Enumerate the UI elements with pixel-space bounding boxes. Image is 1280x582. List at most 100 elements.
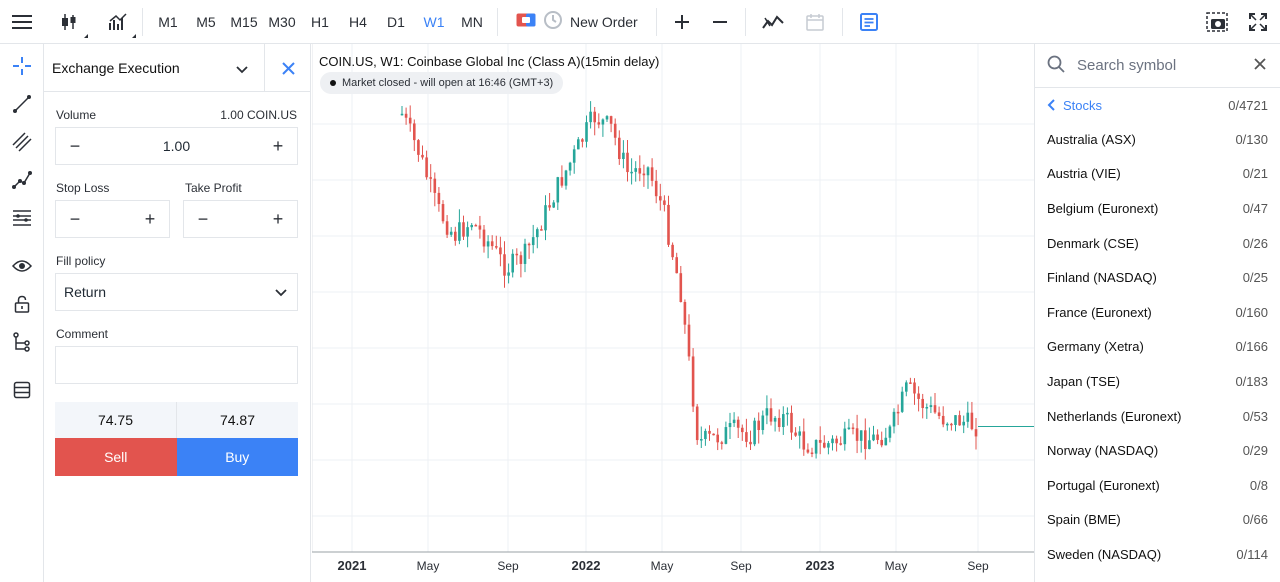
timeframe-selector: M1 M5 M15 M30 H1 H4 D1 W1 MN xyxy=(149,0,491,44)
candle-body xyxy=(466,227,469,237)
crosshair-icon[interactable] xyxy=(0,48,44,84)
timeframe-m1[interactable]: M1 xyxy=(158,13,178,30)
expand-icon[interactable] xyxy=(1236,0,1280,44)
chevron-down-icon[interactable] xyxy=(236,62,248,77)
order-panel-icon[interactable] xyxy=(849,0,889,44)
camera-icon[interactable] xyxy=(1198,0,1236,44)
market-count: 0/47 xyxy=(1242,200,1268,216)
market-name: Norway (NASDAQ) xyxy=(1047,443,1159,459)
candle-body xyxy=(716,434,719,443)
timeframe-h4[interactable]: H4 xyxy=(349,13,367,30)
candle-body xyxy=(572,149,576,163)
close-icon[interactable] xyxy=(264,44,311,92)
hamburger-icon[interactable] xyxy=(0,0,44,44)
candle-body xyxy=(868,440,871,450)
eye-icon[interactable] xyxy=(0,248,44,284)
candle-body xyxy=(638,168,642,174)
objects-tree-icon[interactable] xyxy=(0,324,44,360)
list-item[interactable]: Austria (VIE) 0/21 xyxy=(1035,157,1280,192)
list-item[interactable]: Finland (NASDAQ) 0/25 xyxy=(1035,260,1280,295)
candle-body xyxy=(786,412,789,415)
candle-body xyxy=(966,412,970,422)
calendar-icon[interactable] xyxy=(794,0,836,44)
list-item[interactable]: Australia (ASX) 0/130 xyxy=(1035,122,1280,157)
candle-body xyxy=(417,140,420,155)
candle-body xyxy=(925,407,929,409)
candlestick-chart[interactable]: 2021 May Sep 2022 May Sep 2023 May Sep xyxy=(312,44,1034,578)
zoom-in-icon[interactable] xyxy=(663,0,701,44)
market-name: Portugal (Euronext) xyxy=(1047,477,1160,493)
timeframe-m5[interactable]: M5 xyxy=(196,13,216,30)
list-item[interactable]: Norway (NASDAQ) 0/29 xyxy=(1035,433,1280,468)
ask-price: 74.87 xyxy=(219,412,256,428)
stop-loss-decrease-button[interactable]: − xyxy=(69,208,81,229)
timeframe-mn[interactable]: MN xyxy=(461,13,483,30)
x-tick-label: May xyxy=(417,559,440,573)
list-item[interactable]: Spain (BME) 0/66 xyxy=(1035,503,1280,538)
volume-decrease-button[interactable]: − xyxy=(69,135,81,156)
volume-value[interactable]: 1.00 xyxy=(162,138,191,154)
market-count: 0/114 xyxy=(1236,546,1268,562)
take-profit-decrease-button[interactable]: − xyxy=(197,208,209,229)
market-count: 0/8 xyxy=(1249,477,1268,493)
list-item[interactable]: Denmark (CSE) 0/26 xyxy=(1035,226,1280,261)
bar-chart-icon[interactable] xyxy=(94,0,142,44)
market-name: Denmark (CSE) xyxy=(1047,235,1139,251)
list-item[interactable]: Netherlands (Euronext) 0/53 xyxy=(1035,399,1280,434)
buy-button[interactable]: Buy xyxy=(176,438,298,476)
list-item[interactable]: Belgium (Euronext) 0/47 xyxy=(1035,191,1280,226)
market-count: 0/53 xyxy=(1242,408,1268,424)
timeframe-w1[interactable]: W1 xyxy=(423,13,445,30)
list-item[interactable]: Germany (Xetra) 0/166 xyxy=(1035,330,1280,365)
timeframe-h1[interactable]: H1 xyxy=(311,13,329,30)
price-chart[interactable]: 2021 May Sep 2022 May Sep 2023 May Sep COIN.US, … xyxy=(312,44,1034,578)
volume-increase-button[interactable]: + xyxy=(272,135,284,156)
clear-search-icon[interactable] xyxy=(1254,58,1266,73)
polyline-icon[interactable] xyxy=(0,162,44,198)
candle-body xyxy=(490,241,494,247)
one-click-icon[interactable] xyxy=(516,13,536,30)
stop-loss-stepper[interactable]: − + xyxy=(55,200,170,238)
candlestick-icon[interactable] xyxy=(44,0,94,44)
candle-body xyxy=(404,113,408,118)
fibonacci-icon[interactable] xyxy=(0,200,44,236)
execution-type-select[interactable]: Exchange Execution xyxy=(52,59,180,76)
channel-icon[interactable] xyxy=(0,124,44,160)
back-button[interactable]: Stocks xyxy=(1047,98,1102,113)
candle-body xyxy=(552,202,555,208)
candle-body xyxy=(437,192,441,205)
category-back-row[interactable]: Stocks 0/4721 xyxy=(1035,88,1280,122)
lock-icon[interactable] xyxy=(0,286,44,322)
list-item[interactable]: Sweden (NASDAQ) 0/114 xyxy=(1035,537,1280,572)
volume-hint: 1.00 COIN.US xyxy=(220,108,297,122)
sell-button[interactable]: Sell xyxy=(55,438,177,476)
take-profit-stepper[interactable]: − + xyxy=(183,200,298,238)
trend-line-icon[interactable] xyxy=(0,86,44,122)
volume-stepper[interactable]: − 1.00 + xyxy=(55,127,298,165)
candle-body xyxy=(609,116,613,124)
candle-body xyxy=(613,123,617,138)
comment-field[interactable] xyxy=(55,346,298,384)
list-item[interactable]: France (Euronext) 0/160 xyxy=(1035,295,1280,330)
bid-price: 74.75 xyxy=(55,402,177,438)
candle-body xyxy=(663,200,666,205)
stop-loss-increase-button[interactable]: + xyxy=(144,208,156,229)
database-icon[interactable] xyxy=(0,372,44,408)
timeframe-m15[interactable]: M15 xyxy=(230,13,258,30)
list-item[interactable]: Japan (TSE) 0/183 xyxy=(1035,364,1280,399)
list-item[interactable]: Portugal (Euronext) 0/8 xyxy=(1035,468,1280,503)
search-input[interactable] xyxy=(1077,57,1237,74)
take-profit-increase-button[interactable]: + xyxy=(272,208,284,229)
candle-body xyxy=(691,356,695,407)
indicators-icon[interactable] xyxy=(752,0,794,44)
category-count: 0/4721 xyxy=(1228,97,1268,113)
candle-body xyxy=(765,408,769,416)
new-order-button[interactable]: New Order xyxy=(504,11,650,32)
timeframe-d1[interactable]: D1 xyxy=(387,13,405,30)
comment-label: Comment xyxy=(56,327,109,341)
candle-body xyxy=(835,438,838,444)
zoom-out-icon[interactable] xyxy=(701,0,739,44)
timeframe-m30[interactable]: M30 xyxy=(268,13,296,30)
candle-body xyxy=(441,204,445,222)
fill-policy-select[interactable]: Return xyxy=(55,273,298,311)
